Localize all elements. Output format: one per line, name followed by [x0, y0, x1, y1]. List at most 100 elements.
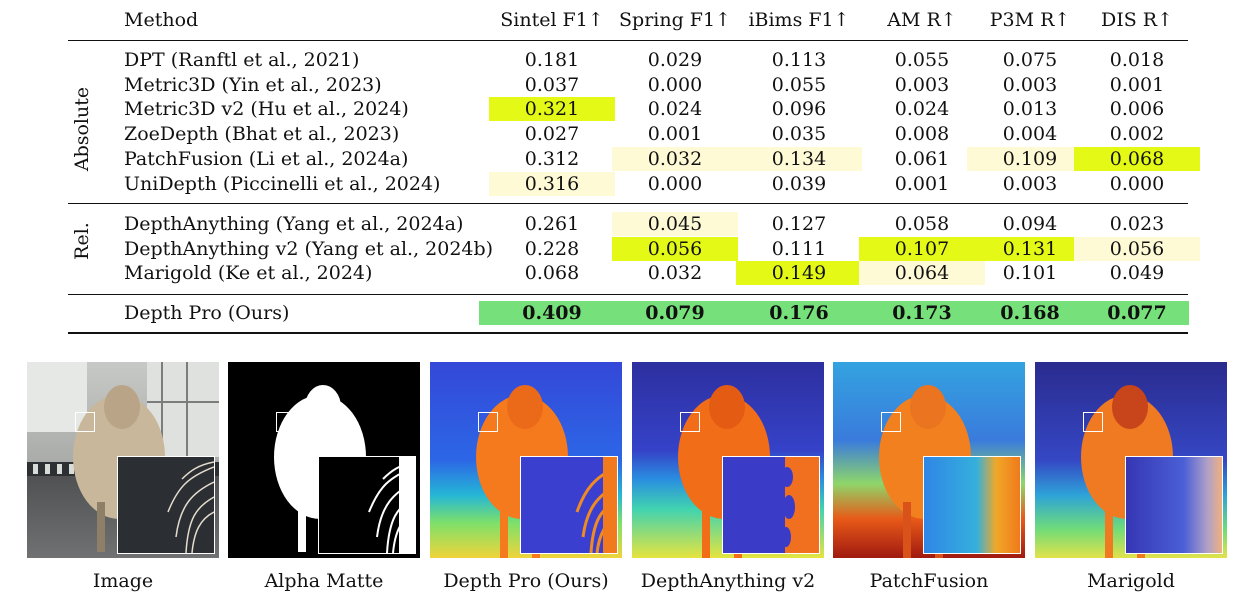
crop-marker	[478, 412, 498, 432]
row-value: 0.056	[1109, 237, 1165, 260]
group-label-1: Rel.	[71, 222, 93, 260]
row-method: PatchFusion (Li et al., 2024a)	[124, 147, 409, 170]
row-value: 0.316	[524, 172, 580, 195]
photo-panel	[27, 362, 219, 558]
row-method: ZoeDepth (Bhat et al., 2023)	[124, 123, 400, 146]
header-col-5: DIS R↑	[1100, 9, 1174, 31]
highlight-third	[489, 171, 615, 196]
row-value: 0.113	[771, 49, 827, 71]
row-value: 0.134	[771, 147, 827, 170]
row-method: DepthAnything (Yang et al., 2024a)	[124, 213, 464, 235]
row-value: 0.039	[771, 172, 827, 195]
ours-value: 0.077	[1107, 302, 1167, 324]
ours-value: 0.173	[892, 302, 952, 324]
zoom-inset	[1125, 456, 1223, 554]
caption-patchfusion: PatchFusion	[869, 570, 989, 592]
zoom-inset	[722, 456, 820, 554]
row-value: 0.056	[647, 237, 703, 260]
row-value: 0.032	[647, 147, 703, 170]
row-value: 0.064	[894, 262, 950, 285]
row-value: 0.003	[1002, 73, 1058, 96]
row-value: 0.075	[1002, 49, 1058, 71]
marigold-panel	[1035, 362, 1227, 558]
row-value: 0.003	[1002, 172, 1058, 195]
row-value: 0.094	[1002, 213, 1058, 235]
crop-marker	[75, 412, 95, 432]
ours-divider-rule	[68, 294, 1188, 295]
highlight-best	[479, 301, 1189, 325]
highlight-third	[612, 146, 738, 171]
header-method: Method	[124, 9, 199, 31]
row-value: 0.032	[647, 262, 703, 285]
group-divider-rule	[68, 203, 1188, 204]
group-label-0: Absolute	[71, 86, 93, 172]
row-value: 0.018	[1109, 49, 1165, 71]
crop-marker	[680, 412, 700, 432]
row-value: 0.058	[894, 213, 950, 235]
highlight-second	[736, 261, 862, 286]
caption-marigold: Marigold	[1087, 570, 1175, 592]
row-value: 0.029	[647, 49, 703, 71]
row-value: 0.003	[894, 73, 950, 96]
row-value: 0.312	[524, 147, 580, 170]
header-col-1: Spring F1↑	[619, 9, 731, 31]
header-col-0: Sintel F1↑	[500, 9, 604, 31]
row-value: 0.004	[1002, 123, 1058, 146]
highlight-third	[736, 146, 862, 171]
row-value: 0.013	[1002, 98, 1058, 121]
row-method: DepthAnything v2 (Yang et al., 2024b)	[124, 237, 494, 260]
row-value: 0.055	[771, 73, 827, 96]
row-value: 0.228	[524, 237, 580, 260]
row-value: 0.024	[894, 98, 950, 121]
highlight-second	[1074, 146, 1200, 171]
row-method: Metric3D (Yin et al., 2023)	[124, 73, 382, 96]
row-value: 0.035	[771, 123, 827, 146]
row-value: 0.037	[524, 73, 580, 96]
highlight-second	[967, 236, 1093, 261]
crop-marker	[1083, 412, 1103, 432]
caption-depth-pro: Depth Pro (Ours)	[443, 570, 609, 592]
ours-method: Depth Pro (Ours)	[124, 302, 290, 324]
bottom-rule	[68, 332, 1188, 334]
crop-marker	[881, 412, 901, 432]
row-value: 0.023	[1109, 213, 1165, 235]
row-value: 0.131	[1002, 237, 1058, 260]
highlight-third	[612, 212, 738, 236]
row-value: 0.000	[647, 73, 703, 96]
row-value: 0.107	[894, 237, 950, 260]
row-value: 0.096	[771, 98, 827, 121]
qualitative-figure: Image Alpha Matte Depth Pro (Ours) Depth…	[0, 362, 1260, 615]
ours-value: 0.079	[645, 302, 705, 324]
row-method: UniDepth (Piccinelli et al., 2024)	[124, 172, 441, 195]
alpha-matte-panel	[228, 362, 420, 558]
header-col-3: AM R↑	[887, 9, 957, 31]
highlight-second	[612, 236, 738, 261]
row-value: 0.001	[894, 172, 950, 195]
header-rule	[68, 40, 1188, 41]
row-value: 0.002	[1109, 123, 1165, 146]
row-value: 0.049	[1109, 262, 1165, 285]
ours-value: 0.409	[522, 302, 582, 324]
row-value: 0.000	[647, 172, 703, 195]
row-value: 0.027	[524, 123, 580, 146]
ours-value: 0.168	[1000, 302, 1060, 324]
zoom-inset	[520, 456, 618, 554]
row-value: 0.001	[647, 123, 703, 146]
zoom-inset	[923, 456, 1021, 554]
zoom-inset	[318, 456, 416, 554]
highlight-third	[967, 146, 1093, 171]
row-value: 0.055	[894, 49, 950, 71]
row-value: 0.321	[524, 98, 580, 121]
caption-image: Image	[92, 570, 154, 592]
depthanything-v2-panel	[632, 362, 824, 558]
row-value: 0.045	[647, 213, 703, 235]
row-value: 0.008	[894, 123, 950, 146]
header-col-2: iBims F1↑	[748, 9, 850, 31]
caption-depthanything-v2: DepthAnything v2	[640, 570, 816, 592]
row-value: 0.001	[1109, 73, 1165, 96]
row-value: 0.111	[771, 237, 827, 260]
depth-pro-panel	[430, 362, 622, 558]
highlight-third	[859, 261, 985, 286]
highlight-second	[489, 97, 615, 122]
row-value: 0.101	[1002, 262, 1058, 285]
